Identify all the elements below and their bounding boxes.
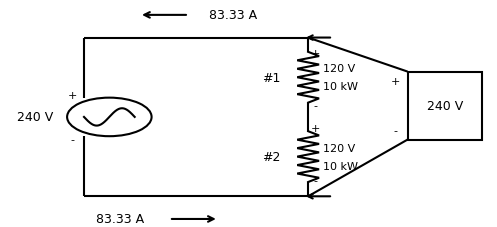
Text: -: - [70, 134, 74, 144]
Text: #1: #1 [262, 72, 281, 84]
Text: -: - [393, 126, 397, 136]
Text: #2: #2 [262, 151, 281, 163]
Text: 83.33 A: 83.33 A [209, 9, 257, 22]
Text: -: - [314, 101, 318, 111]
Text: -: - [314, 176, 318, 186]
Text: 240 V: 240 V [17, 111, 53, 124]
Text: 10 kW: 10 kW [323, 82, 358, 92]
Text: +: + [311, 49, 320, 59]
Text: 10 kW: 10 kW [323, 161, 358, 171]
Text: +: + [311, 124, 320, 134]
Text: 240 V: 240 V [427, 100, 463, 113]
Text: 83.33 A: 83.33 A [96, 212, 144, 225]
Text: 120 V: 120 V [323, 64, 355, 74]
Text: 120 V: 120 V [323, 143, 355, 153]
Text: +: + [68, 91, 77, 101]
Bar [408, 72, 482, 140]
Text: +: + [391, 76, 400, 86]
